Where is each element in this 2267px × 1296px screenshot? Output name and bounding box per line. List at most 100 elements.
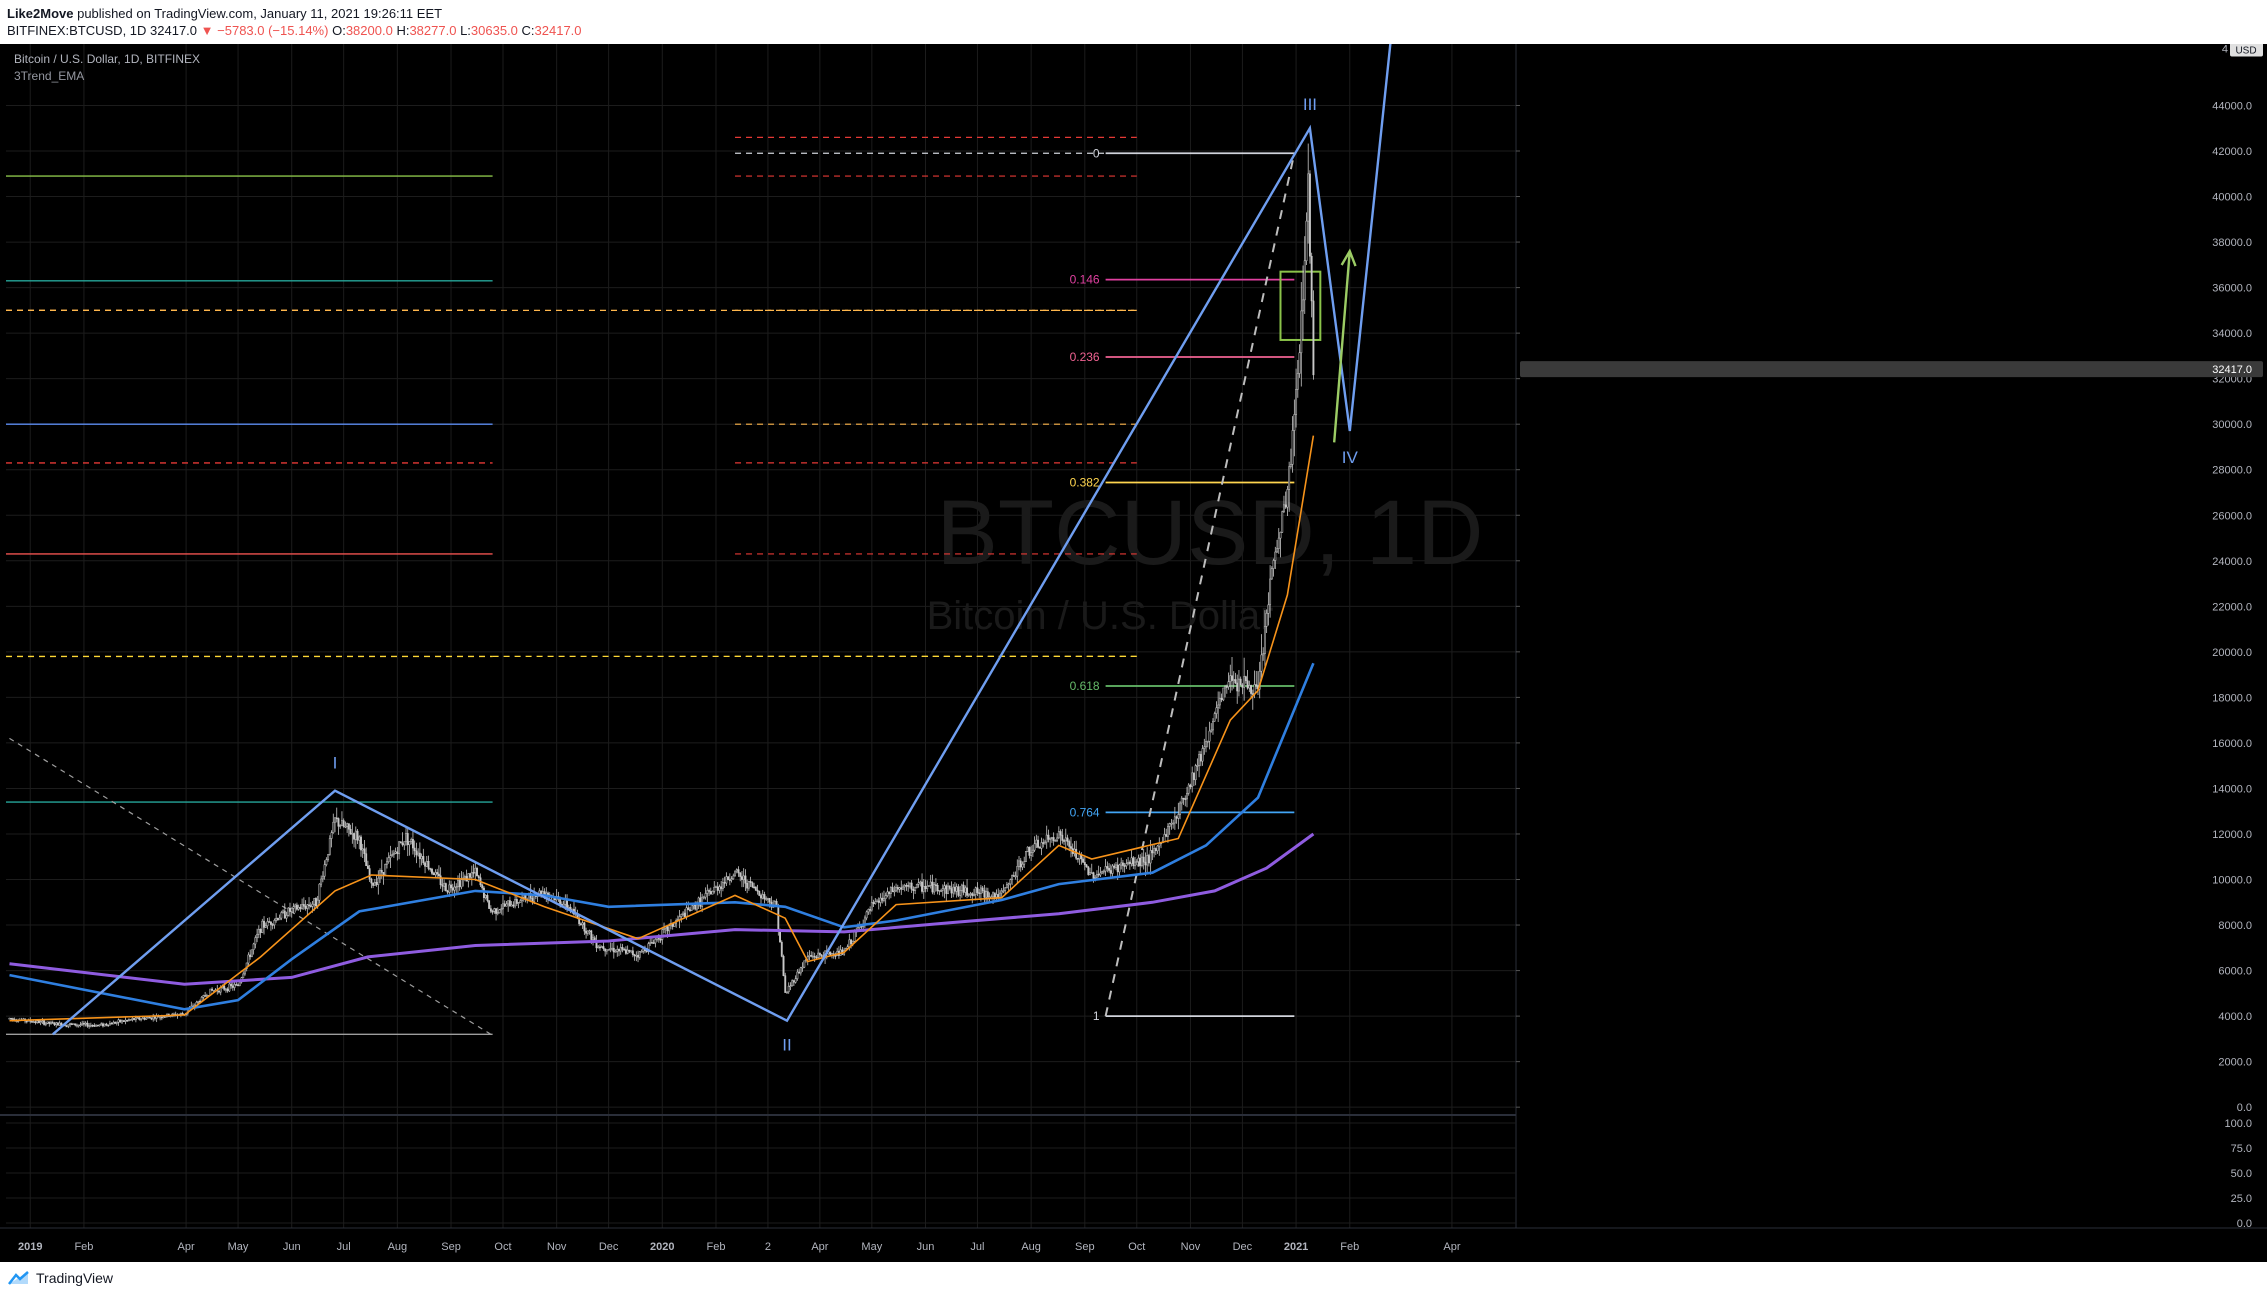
candle-body (1274, 551, 1277, 561)
price-tick-label: 10000.0 (2212, 875, 2252, 887)
candle-body (884, 895, 887, 899)
candle-body (275, 917, 278, 921)
candle-body (609, 948, 612, 950)
candle-body (586, 930, 589, 934)
candle-body (372, 882, 375, 886)
fib-level-label: 0.764 (1070, 805, 1100, 819)
candle-body (330, 832, 333, 839)
currency-badge[interactable] (2230, 44, 2263, 57)
candle-body (56, 1022, 59, 1026)
candle-body (940, 890, 943, 892)
candle-body (1250, 685, 1253, 694)
candle-body (517, 902, 520, 904)
candle-body (810, 955, 813, 957)
candle-body (88, 1025, 91, 1027)
author-name[interactable]: Like2Move (7, 6, 74, 21)
candle-body (58, 1022, 61, 1026)
time-axis[interactable]: 2019 Feb Apr May Jun Jul Aug Sep Oct Nov Dec 2020 Fe… (0, 1227, 2267, 1262)
time-tick-label: Oct (494, 1241, 511, 1253)
candle-body (950, 888, 953, 894)
candle-body (787, 986, 790, 993)
candle-body (1083, 862, 1086, 866)
watermark-symbol: BTCUSD, 1D (937, 482, 1484, 584)
candle-body (915, 884, 918, 888)
price-tick-label: 6000.0 (2218, 966, 2252, 978)
candle-body (327, 854, 330, 860)
candle-body (453, 886, 456, 891)
candle-body (1239, 678, 1242, 686)
candle-body (299, 906, 302, 909)
candle-body (1094, 876, 1097, 879)
elliott-wave-line[interactable] (52, 44, 1398, 1036)
candle-body (992, 892, 994, 898)
candle-body (332, 821, 335, 833)
fib-anchor-line[interactable] (1104, 153, 1296, 1017)
candle-body (294, 904, 297, 907)
ema-slow-line (9, 832, 1315, 986)
candle-body (204, 995, 207, 997)
candle-body (1293, 414, 1296, 431)
candle-body (1078, 854, 1081, 860)
published-text: published on TradingView.com, January 11… (73, 6, 443, 21)
projection-arrow-head[interactable] (1340, 248, 1357, 267)
candle-body (463, 876, 466, 879)
candle-body (813, 955, 816, 958)
candle-body (470, 872, 473, 878)
candle-body (997, 894, 1000, 898)
candle-body (971, 893, 974, 896)
candle-body (758, 890, 761, 896)
candle-body (1111, 865, 1114, 874)
candle-body (249, 954, 252, 957)
candle-body (680, 914, 683, 917)
candle-body (482, 887, 485, 898)
candle-body (1115, 864, 1117, 868)
candle-body (429, 868, 432, 870)
candle-body (1269, 578, 1272, 606)
candle-body (1288, 466, 1291, 490)
candle-body (756, 889, 759, 892)
candle-body (1132, 857, 1135, 867)
price-tick-label: 38000.0 (2212, 237, 2252, 249)
candle-body (799, 967, 802, 974)
candle-body (1104, 866, 1107, 872)
symbol-ohlc-line: BITFINEX:BTCUSD, 1D 32417.0 ▼ −5783.0 (−… (7, 23, 582, 38)
candle-body (365, 853, 368, 867)
dashed-trendline[interactable] (9, 737, 492, 1035)
horizontal-levels[interactable] (6, 136, 1137, 1036)
candle-body (273, 920, 276, 926)
candle-body (1180, 797, 1183, 804)
candle-body (645, 950, 648, 952)
candle-body (1120, 862, 1123, 866)
candle-body (1231, 675, 1233, 681)
candle-body (1166, 826, 1169, 837)
candle-body (1198, 754, 1201, 766)
candle-body (427, 861, 430, 869)
price-axis[interactable]: 0.0 2000.0 4000.0 6000.0 8000.0 10000.0 12000.… (1515, 44, 2267, 1228)
candle-body (614, 951, 617, 953)
tradingview-brand[interactable]: TradingView (8, 1267, 113, 1289)
candle-body (1201, 748, 1204, 762)
price-chart[interactable]: BTCUSD, 1D Bitcoin / U.S. Dollar 00.1460… (0, 44, 2267, 1262)
candle-body (306, 904, 309, 909)
fib-level-label: 0 (1093, 146, 1100, 160)
candle-body (202, 995, 205, 998)
candle-body (1206, 740, 1209, 743)
candle-body (259, 928, 262, 933)
time-tick-label: 2021 (1284, 1241, 1308, 1253)
projection-arrow-line[interactable] (1332, 251, 1351, 443)
candle-body (995, 894, 998, 898)
candle-body (1310, 255, 1313, 302)
candle-body (323, 864, 326, 877)
candle-body (1179, 802, 1182, 815)
candle-body (865, 911, 868, 919)
candle-body (635, 955, 638, 957)
fib-level-label: 0.236 (1070, 350, 1100, 364)
candle-body (1272, 560, 1275, 569)
fibonacci-retracement[interactable]: 0 0.146 0.236 0.382 0.618 0.764 1 (1070, 146, 1322, 1023)
close-label: C: (521, 23, 535, 38)
fib-level-label: 0.146 (1070, 273, 1100, 287)
candle-body (370, 878, 373, 884)
candle-body (1208, 730, 1211, 742)
candle-body (1085, 864, 1088, 868)
